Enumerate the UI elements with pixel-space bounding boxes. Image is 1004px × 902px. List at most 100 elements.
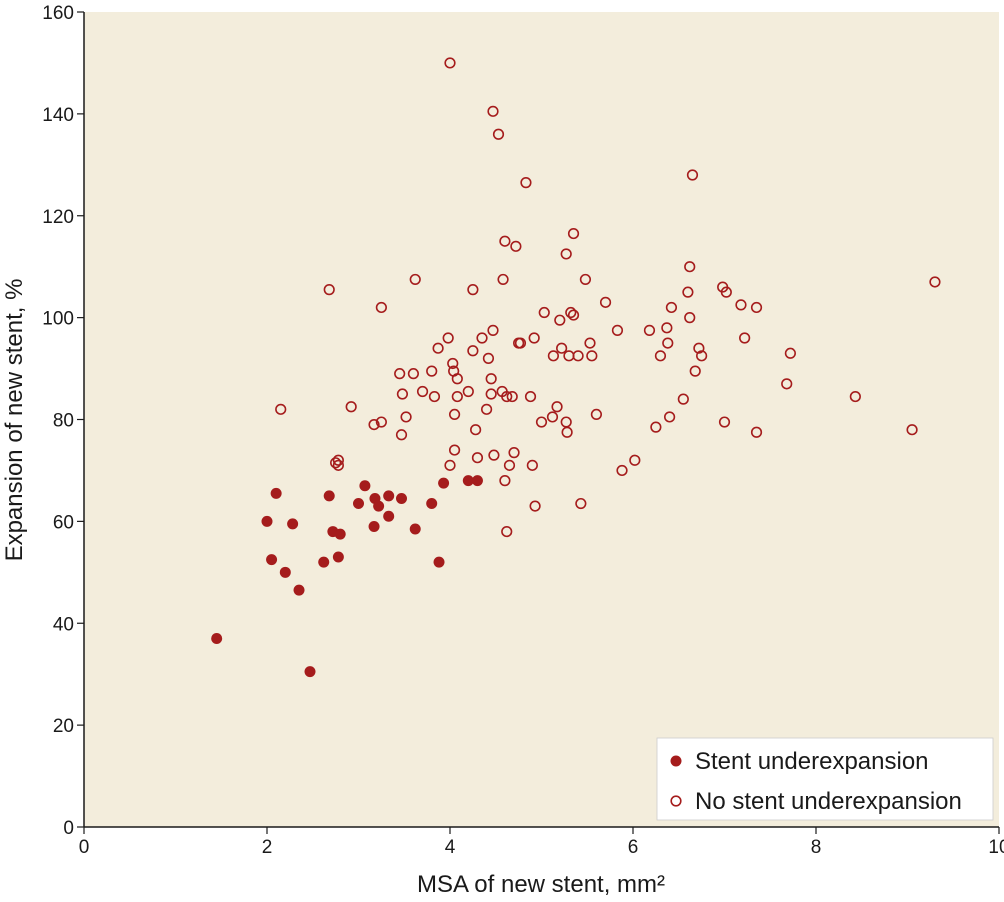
- x-axis-label: MSA of new stent, mm²: [417, 871, 665, 898]
- data-point-no-underexpansion-1: [323, 284, 335, 296]
- data-point-no-underexpansion-10: [395, 429, 408, 441]
- data-point-no-underexpansion-106: [784, 347, 796, 359]
- series-no-stent-underexpansion: [275, 57, 941, 538]
- data-point-no-underexpansion-59: [535, 416, 548, 428]
- data-point-no-underexpansion-57: [528, 332, 540, 344]
- data-point-no-underexpansion-99: [718, 416, 731, 428]
- data-point-no-underexpansion-105: [781, 378, 793, 390]
- data-point-no-underexpansion-89: [665, 301, 678, 314]
- data-point-no-underexpansion-102: [739, 332, 751, 344]
- data-point-no-underexpansion-35: [482, 352, 495, 364]
- data-point-no-underexpansion-12: [400, 411, 412, 423]
- data-point-no-underexpansion-19: [442, 332, 454, 344]
- data-point-no-underexpansion-7: [375, 416, 387, 428]
- data-point-no-underexpansion-13: [407, 368, 420, 380]
- data-point-underexpansion-19: [383, 510, 395, 522]
- data-point-underexpansion-9: [323, 490, 335, 502]
- data-point-underexpansion-25: [462, 475, 474, 487]
- x-tick-label-0: 0: [79, 837, 90, 858]
- data-point-no-underexpansion-78: [590, 408, 603, 421]
- data-point-underexpansion-12: [334, 528, 346, 540]
- y-tick-label-80: 80: [53, 411, 74, 432]
- data-point-underexpansion-23: [433, 556, 445, 568]
- data-point-no-underexpansion-17: [428, 390, 441, 403]
- data-point-no-underexpansion-74: [575, 497, 587, 510]
- data-point-no-underexpansion-65: [556, 342, 568, 354]
- data-point-underexpansion-5: [287, 518, 299, 530]
- data-point-no-underexpansion-3: [332, 454, 344, 466]
- data-point-no-underexpansion-29: [467, 284, 479, 296]
- data-point-no-underexpansion-75: [579, 273, 592, 286]
- data-point-no-underexpansion-95: [689, 365, 701, 377]
- data-point-no-underexpansion-67: [560, 248, 572, 260]
- data-point-underexpansion-1: [261, 515, 273, 527]
- data-point-no-underexpansion-94: [686, 169, 699, 181]
- data-point-no-underexpansion-71: [567, 309, 580, 321]
- data-point-no-underexpansion-50: [508, 447, 520, 459]
- data-point-underexpansion-26: [471, 475, 483, 487]
- data-point-no-underexpansion-38: [487, 324, 499, 336]
- x-tick-label-2: 2: [262, 837, 273, 858]
- data-point-no-underexpansion-28: [462, 385, 474, 398]
- data-point-no-underexpansion-15: [416, 385, 429, 398]
- data-point-no-underexpansion-49: [506, 390, 518, 403]
- data-point-underexpansion-11: [332, 551, 344, 563]
- data-point-underexpansion-20: [396, 492, 408, 504]
- data-point-underexpansion-15: [368, 520, 380, 532]
- legend-label-no-underexpansion: No stent underexpansion: [695, 788, 962, 815]
- legend-marker-underexpansion: [670, 755, 682, 767]
- data-point-no-underexpansion-44: [499, 235, 511, 247]
- data-point-no-underexpansion-91: [682, 286, 694, 298]
- data-point-no-underexpansion-30: [467, 345, 479, 357]
- axis-ticks: 0246810020406080100120140160: [42, 3, 1004, 858]
- y-tick-label-160: 160: [42, 3, 74, 24]
- series-stent-underexpansion: [211, 475, 483, 678]
- data-point-no-underexpansion-63: [551, 401, 563, 413]
- data-point-no-underexpansion-54: [520, 177, 532, 189]
- data-point-no-underexpansion-96: [693, 342, 705, 354]
- y-tick-label-60: 60: [53, 512, 74, 533]
- legend-marker-no-underexpansion: [670, 795, 682, 807]
- data-point-underexpansion-7: [304, 666, 316, 678]
- data-point-no-underexpansion-41: [492, 128, 505, 140]
- x-tick-label-10: 10: [988, 837, 1004, 858]
- data-point-no-underexpansion-39: [487, 105, 499, 117]
- data-point-no-underexpansion-62: [547, 350, 559, 362]
- data-point-no-underexpansion-103: [750, 426, 763, 438]
- legend-box: [656, 737, 994, 821]
- data-point-no-underexpansion-0: [275, 403, 287, 415]
- data-point-no-underexpansion-6: [368, 418, 380, 431]
- data-point-no-underexpansion-72: [567, 227, 580, 240]
- data-point-no-underexpansion-34: [481, 403, 493, 415]
- y-tick-label-120: 120: [42, 207, 74, 228]
- data-point-no-underexpansion-107: [849, 390, 861, 403]
- data-point-underexpansion-21: [409, 523, 421, 535]
- data-point-underexpansion-2: [266, 554, 278, 566]
- plot-area: [84, 12, 999, 827]
- data-point-underexpansion-22: [426, 498, 438, 510]
- data-point-no-underexpansion-73: [572, 350, 584, 362]
- data-point-no-underexpansion-87: [662, 337, 674, 349]
- data-point-no-underexpansion-8: [375, 301, 387, 314]
- data-point-no-underexpansion-51: [510, 240, 522, 252]
- data-point-no-underexpansion-21: [444, 57, 456, 69]
- data-point-no-underexpansion-40: [488, 449, 500, 461]
- data-point-no-underexpansion-2: [330, 457, 342, 469]
- data-point-no-underexpansion-26: [451, 390, 463, 403]
- data-point-no-underexpansion-81: [616, 464, 628, 477]
- data-point-no-underexpansion-68: [561, 426, 573, 438]
- x-tick-label-8: 8: [811, 837, 822, 858]
- data-point-no-underexpansion-46: [501, 525, 513, 538]
- data-point-no-underexpansion-27: [451, 373, 463, 385]
- data-point-underexpansion-17: [373, 500, 385, 512]
- data-point-no-underexpansion-93: [684, 312, 696, 324]
- y-tick-label-40: 40: [53, 614, 74, 635]
- data-point-no-underexpansion-108: [906, 424, 918, 436]
- data-point-no-underexpansion-76: [584, 337, 596, 349]
- data-point-no-underexpansion-80: [611, 324, 624, 336]
- data-points: [211, 57, 941, 678]
- data-point-no-underexpansion-64: [554, 314, 566, 326]
- data-point-no-underexpansion-85: [654, 350, 667, 362]
- data-point-underexpansion-3: [270, 487, 282, 499]
